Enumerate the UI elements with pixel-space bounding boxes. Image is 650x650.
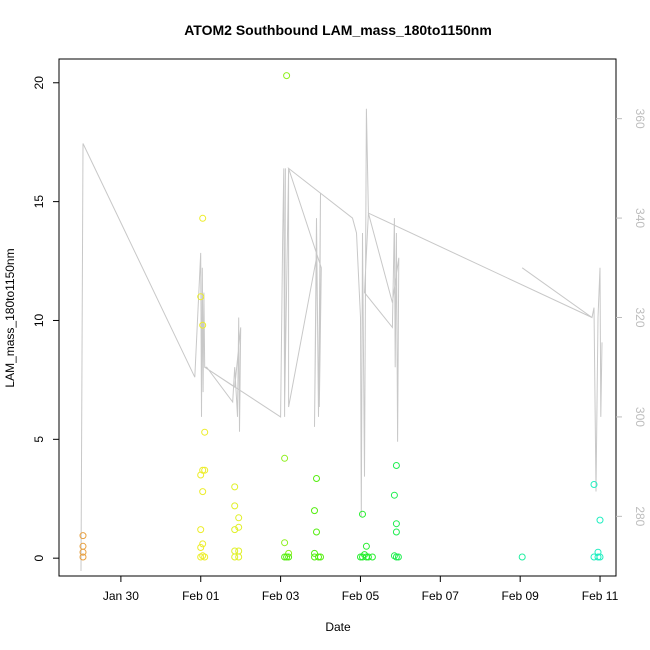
scatter-point-58 — [596, 516, 604, 524]
scatter-point-10 — [199, 321, 207, 329]
scatter-point-2 — [79, 548, 87, 556]
scatter-point-22 — [231, 553, 239, 561]
scatter-point-6 — [197, 526, 205, 534]
scatter-point-36 — [313, 475, 320, 482]
scatter-point-48 — [368, 553, 376, 561]
y-axis-left: 0 5 10 15 20 — [32, 76, 59, 562]
scatter-point-41 — [359, 510, 366, 518]
scatter-point-4 — [197, 293, 205, 301]
scatter-point-16 — [201, 466, 209, 474]
scatter-point-19 — [231, 502, 239, 510]
y2-tick-label-0: 280 — [633, 506, 647, 526]
x-axis-label: Date — [325, 620, 351, 634]
x-tick-label-5: Feb 09 — [501, 589, 539, 603]
scatter-point-50 — [390, 491, 398, 499]
scatter-point-12 — [199, 488, 207, 496]
grey-line — [80, 108, 603, 572]
x-tick-label-0: Jan 30 — [103, 589, 139, 603]
scatter-point-28 — [281, 454, 289, 462]
scatter-point-54 — [392, 553, 400, 561]
scatter-point-9 — [199, 214, 207, 222]
scatter-series — [79, 72, 604, 561]
scatter-point-37 — [311, 549, 318, 557]
x-tick-label-6: Feb 11 — [582, 589, 619, 603]
scatter-point-13 — [199, 540, 207, 548]
x-axis: Jan 30 Feb 01 Feb 03 Feb 05 Feb 07 Feb 09 Feb … — [103, 576, 619, 603]
scatter-point-27 — [283, 72, 291, 80]
scatter-point-26 — [235, 553, 243, 561]
y2-tick-label-2: 320 — [633, 307, 647, 327]
scatter-point-42 — [362, 542, 370, 550]
y-axis-right: 280 300 320 340 360 — [616, 109, 647, 527]
scatter-point-7 — [197, 544, 205, 551]
y-tick-label-1: 5 — [32, 436, 46, 443]
scatter-point-57 — [590, 481, 598, 488]
scatter-point-62 — [596, 553, 604, 561]
y-tick-label-3: 15 — [32, 195, 46, 209]
scatter-point-17 — [201, 553, 209, 561]
scatter-point-33 — [285, 553, 293, 561]
scatter-point-40 — [317, 553, 324, 561]
scatter-point-35 — [313, 528, 320, 536]
scatter-point-18 — [231, 483, 239, 491]
scatter-point-23 — [235, 514, 243, 522]
scatter-point-29 — [281, 539, 289, 547]
scatter-point-20 — [231, 526, 239, 534]
y-tick-label-4: 20 — [32, 76, 46, 90]
scatter-point-56 — [518, 553, 526, 561]
scatter-point-3 — [79, 553, 87, 561]
y2-tick-label-1: 300 — [633, 407, 647, 427]
scatter-point-25 — [235, 547, 243, 555]
scatter-point-49 — [392, 462, 400, 469]
scatter-point-0 — [79, 532, 87, 540]
x-tick-label-1: Feb 01 — [182, 589, 220, 603]
scatter-point-55 — [394, 553, 402, 561]
scatter-point-15 — [201, 428, 209, 436]
scatter-point-30 — [285, 549, 293, 557]
x-tick-label-3: Feb 05 — [342, 589, 380, 603]
scatter-point-34 — [311, 507, 318, 515]
y2-tick-label-4: 360 — [633, 109, 647, 129]
grey-line-series — [80, 108, 603, 572]
scatter-point-61 — [594, 553, 602, 561]
x-tick-label-4: Feb 07 — [422, 589, 460, 603]
y-axis-label: LAM_mass_180to1150nm — [3, 248, 17, 387]
y2-tick-label-3: 340 — [633, 208, 647, 228]
scatter-point-31 — [281, 553, 289, 561]
chart-title: ATOM2 Southbound LAM_mass_180to1150nm — [184, 22, 492, 38]
scatter-point-11 — [199, 466, 207, 474]
scatter-point-52 — [392, 528, 400, 536]
scatter-point-24 — [235, 523, 243, 531]
x-tick-label-2: Feb 03 — [262, 589, 300, 603]
scatter-point-39 — [315, 553, 322, 561]
scatter-point-47 — [364, 553, 372, 561]
y-tick-label-0: 0 — [32, 555, 46, 562]
scatter-point-32 — [283, 553, 291, 561]
scatter-point-51 — [392, 520, 400, 528]
plot-frame — [58, 58, 617, 577]
y-tick-label-2: 10 — [32, 313, 46, 327]
